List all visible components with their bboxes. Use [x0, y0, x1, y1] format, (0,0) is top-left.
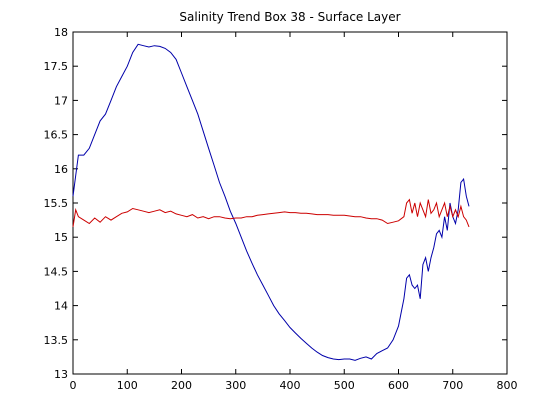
y-tick-label: 17.5 — [44, 60, 69, 73]
axis-ticks: 0 100 200 300 400 500 600 700 800 13 13.5 14 14.5 15 1… — [44, 26, 518, 392]
chart-title: Salinity Trend Box 38 - Surface Layer — [179, 10, 400, 24]
x-tick-label: 200 — [171, 379, 192, 392]
y-tick-label: 13 — [54, 368, 68, 381]
x-tick-label: 0 — [70, 379, 77, 392]
x-tick-label: 100 — [117, 379, 138, 392]
plot-area — [72, 31, 508, 375]
y-tick-label: 14.5 — [44, 265, 69, 278]
series-line-1 — [72, 43, 470, 361]
y-tick-label: 16.5 — [44, 129, 69, 142]
x-tick-label: 500 — [334, 379, 355, 392]
series-line-2 — [72, 198, 470, 228]
y-tick-label: 16 — [54, 163, 68, 176]
x-tick-label: 600 — [388, 379, 409, 392]
x-tick-label: 300 — [225, 379, 246, 392]
y-tick-label: 14 — [54, 300, 68, 313]
y-tick-label: 15 — [54, 231, 68, 244]
y-tick-label: 17 — [54, 94, 68, 107]
y-tick-label: 15.5 — [44, 197, 69, 210]
y-tick-label: 13.5 — [44, 334, 69, 347]
x-tick-label: 800 — [497, 379, 518, 392]
x-tick-label: 700 — [442, 379, 463, 392]
y-tick-label: 18 — [54, 26, 68, 39]
series-layer — [72, 43, 470, 361]
x-tick-label: 400 — [280, 379, 301, 392]
